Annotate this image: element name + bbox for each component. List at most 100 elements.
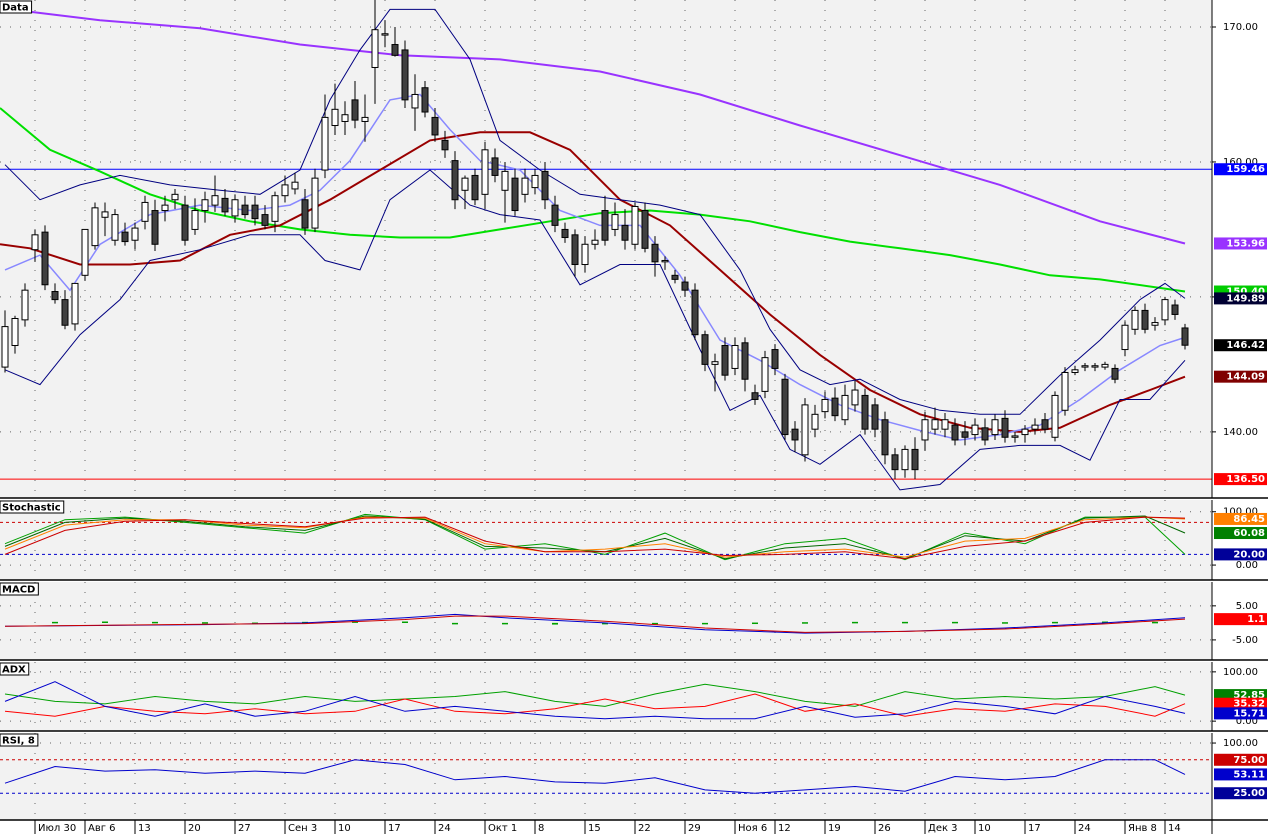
candle-body — [411, 93, 419, 109]
candle-body — [861, 394, 869, 430]
candle-body — [371, 29, 379, 68]
candle-body — [431, 116, 439, 136]
panel-title: Stochastic — [2, 503, 61, 514]
candle-body — [251, 204, 259, 220]
candle-body — [551, 204, 559, 226]
candle-body — [241, 204, 249, 216]
y-tick-label: 0.00 — [1236, 560, 1258, 571]
candle-body — [31, 234, 39, 251]
x-tick-label: 10 — [338, 823, 351, 834]
candle-body — [341, 114, 349, 122]
x-tick-label: 29 — [688, 823, 701, 834]
panel-title-box — [0, 662, 30, 676]
panel-title-box — [0, 733, 39, 747]
candle-body — [1011, 435, 1019, 438]
candle-body — [301, 199, 309, 229]
panel-title: MACD — [2, 585, 35, 596]
histogram-bar — [852, 621, 858, 624]
x-tick-label: Окт 1 — [488, 823, 517, 834]
overlay-line — [0, 107, 1186, 293]
candle-body — [441, 139, 449, 151]
candle-body — [181, 204, 189, 241]
value-box — [1214, 527, 1267, 540]
x-tick-label: Дек 3 — [928, 823, 958, 834]
indicator-line — [4, 516, 1186, 558]
value-box-label: 146.42 — [1226, 340, 1265, 351]
candle-body — [451, 160, 459, 201]
candle-body — [591, 239, 599, 245]
value-box — [1214, 707, 1267, 720]
value-box — [1214, 768, 1267, 781]
panel-title-box — [0, 582, 39, 596]
candle-body — [1121, 324, 1129, 351]
value-box-label: 20.00 — [1233, 549, 1265, 560]
y-tick-label: 170.00 — [1223, 22, 1258, 33]
indicator-line — [4, 613, 1186, 634]
value-box — [1214, 237, 1267, 250]
y-tick-label: 0.00 — [1236, 716, 1258, 727]
value-box — [1214, 339, 1267, 352]
candle-body — [881, 419, 889, 456]
candle-body — [141, 201, 149, 222]
panel-title-box — [0, 500, 65, 514]
histogram-bar — [702, 622, 708, 625]
indicator-line — [4, 615, 1186, 633]
histogram-bar — [752, 622, 758, 625]
x-tick-label: 24 — [1078, 823, 1091, 834]
candle-body — [21, 289, 29, 321]
candle-body — [381, 33, 389, 36]
overlay-line — [4, 8, 1186, 415]
candle-body — [191, 210, 199, 230]
candle-body — [741, 342, 749, 380]
candle-body — [81, 228, 89, 276]
candle-body — [981, 427, 989, 441]
x-tick-label: Июл 30 — [38, 823, 76, 834]
value-box — [1214, 292, 1267, 305]
candle-body — [681, 281, 689, 291]
candle-body — [61, 299, 69, 326]
candle-body — [481, 149, 489, 195]
y-tick-label: -5.00 — [1232, 635, 1258, 646]
histogram-bar — [102, 621, 108, 624]
value-box — [1214, 613, 1267, 626]
candle-body — [461, 177, 469, 191]
panel-background — [0, 733, 1212, 820]
candle-body — [1081, 365, 1089, 368]
x-tick-label: 8 — [538, 823, 544, 834]
candle-body — [51, 291, 59, 301]
value-box — [1214, 753, 1267, 766]
candle-body — [131, 227, 139, 241]
panel-title: ADX — [2, 665, 26, 676]
histogram-bar — [1052, 621, 1058, 624]
x-tick-label: 22 — [638, 823, 651, 834]
x-tick-label: 15 — [588, 823, 601, 834]
candle-body — [991, 419, 999, 436]
indicator-line — [4, 759, 1186, 794]
value-box — [1214, 548, 1267, 561]
candle-body — [611, 214, 619, 230]
candle-body — [71, 282, 79, 325]
value-box — [1214, 697, 1267, 710]
candle-body — [491, 157, 499, 176]
candle-body — [101, 211, 109, 218]
candle-body — [41, 231, 49, 286]
candle-body — [331, 108, 339, 127]
value-box-label: 144.09 — [1226, 372, 1265, 383]
candle-body — [581, 243, 589, 266]
histogram-bar — [1002, 622, 1008, 624]
candle-body — [261, 214, 269, 226]
candle-body — [1111, 367, 1119, 380]
candle-body — [1131, 309, 1139, 330]
candle-body — [1041, 419, 1049, 430]
candle-body — [1141, 309, 1149, 330]
candle-body — [511, 177, 519, 212]
candle-body — [281, 184, 289, 197]
candle-body — [701, 334, 709, 365]
candle-body — [851, 389, 859, 406]
candle-body — [421, 87, 429, 113]
candle-body — [841, 394, 849, 421]
candle-body — [111, 214, 119, 241]
y-tick-label: 100.00 — [1223, 738, 1258, 749]
